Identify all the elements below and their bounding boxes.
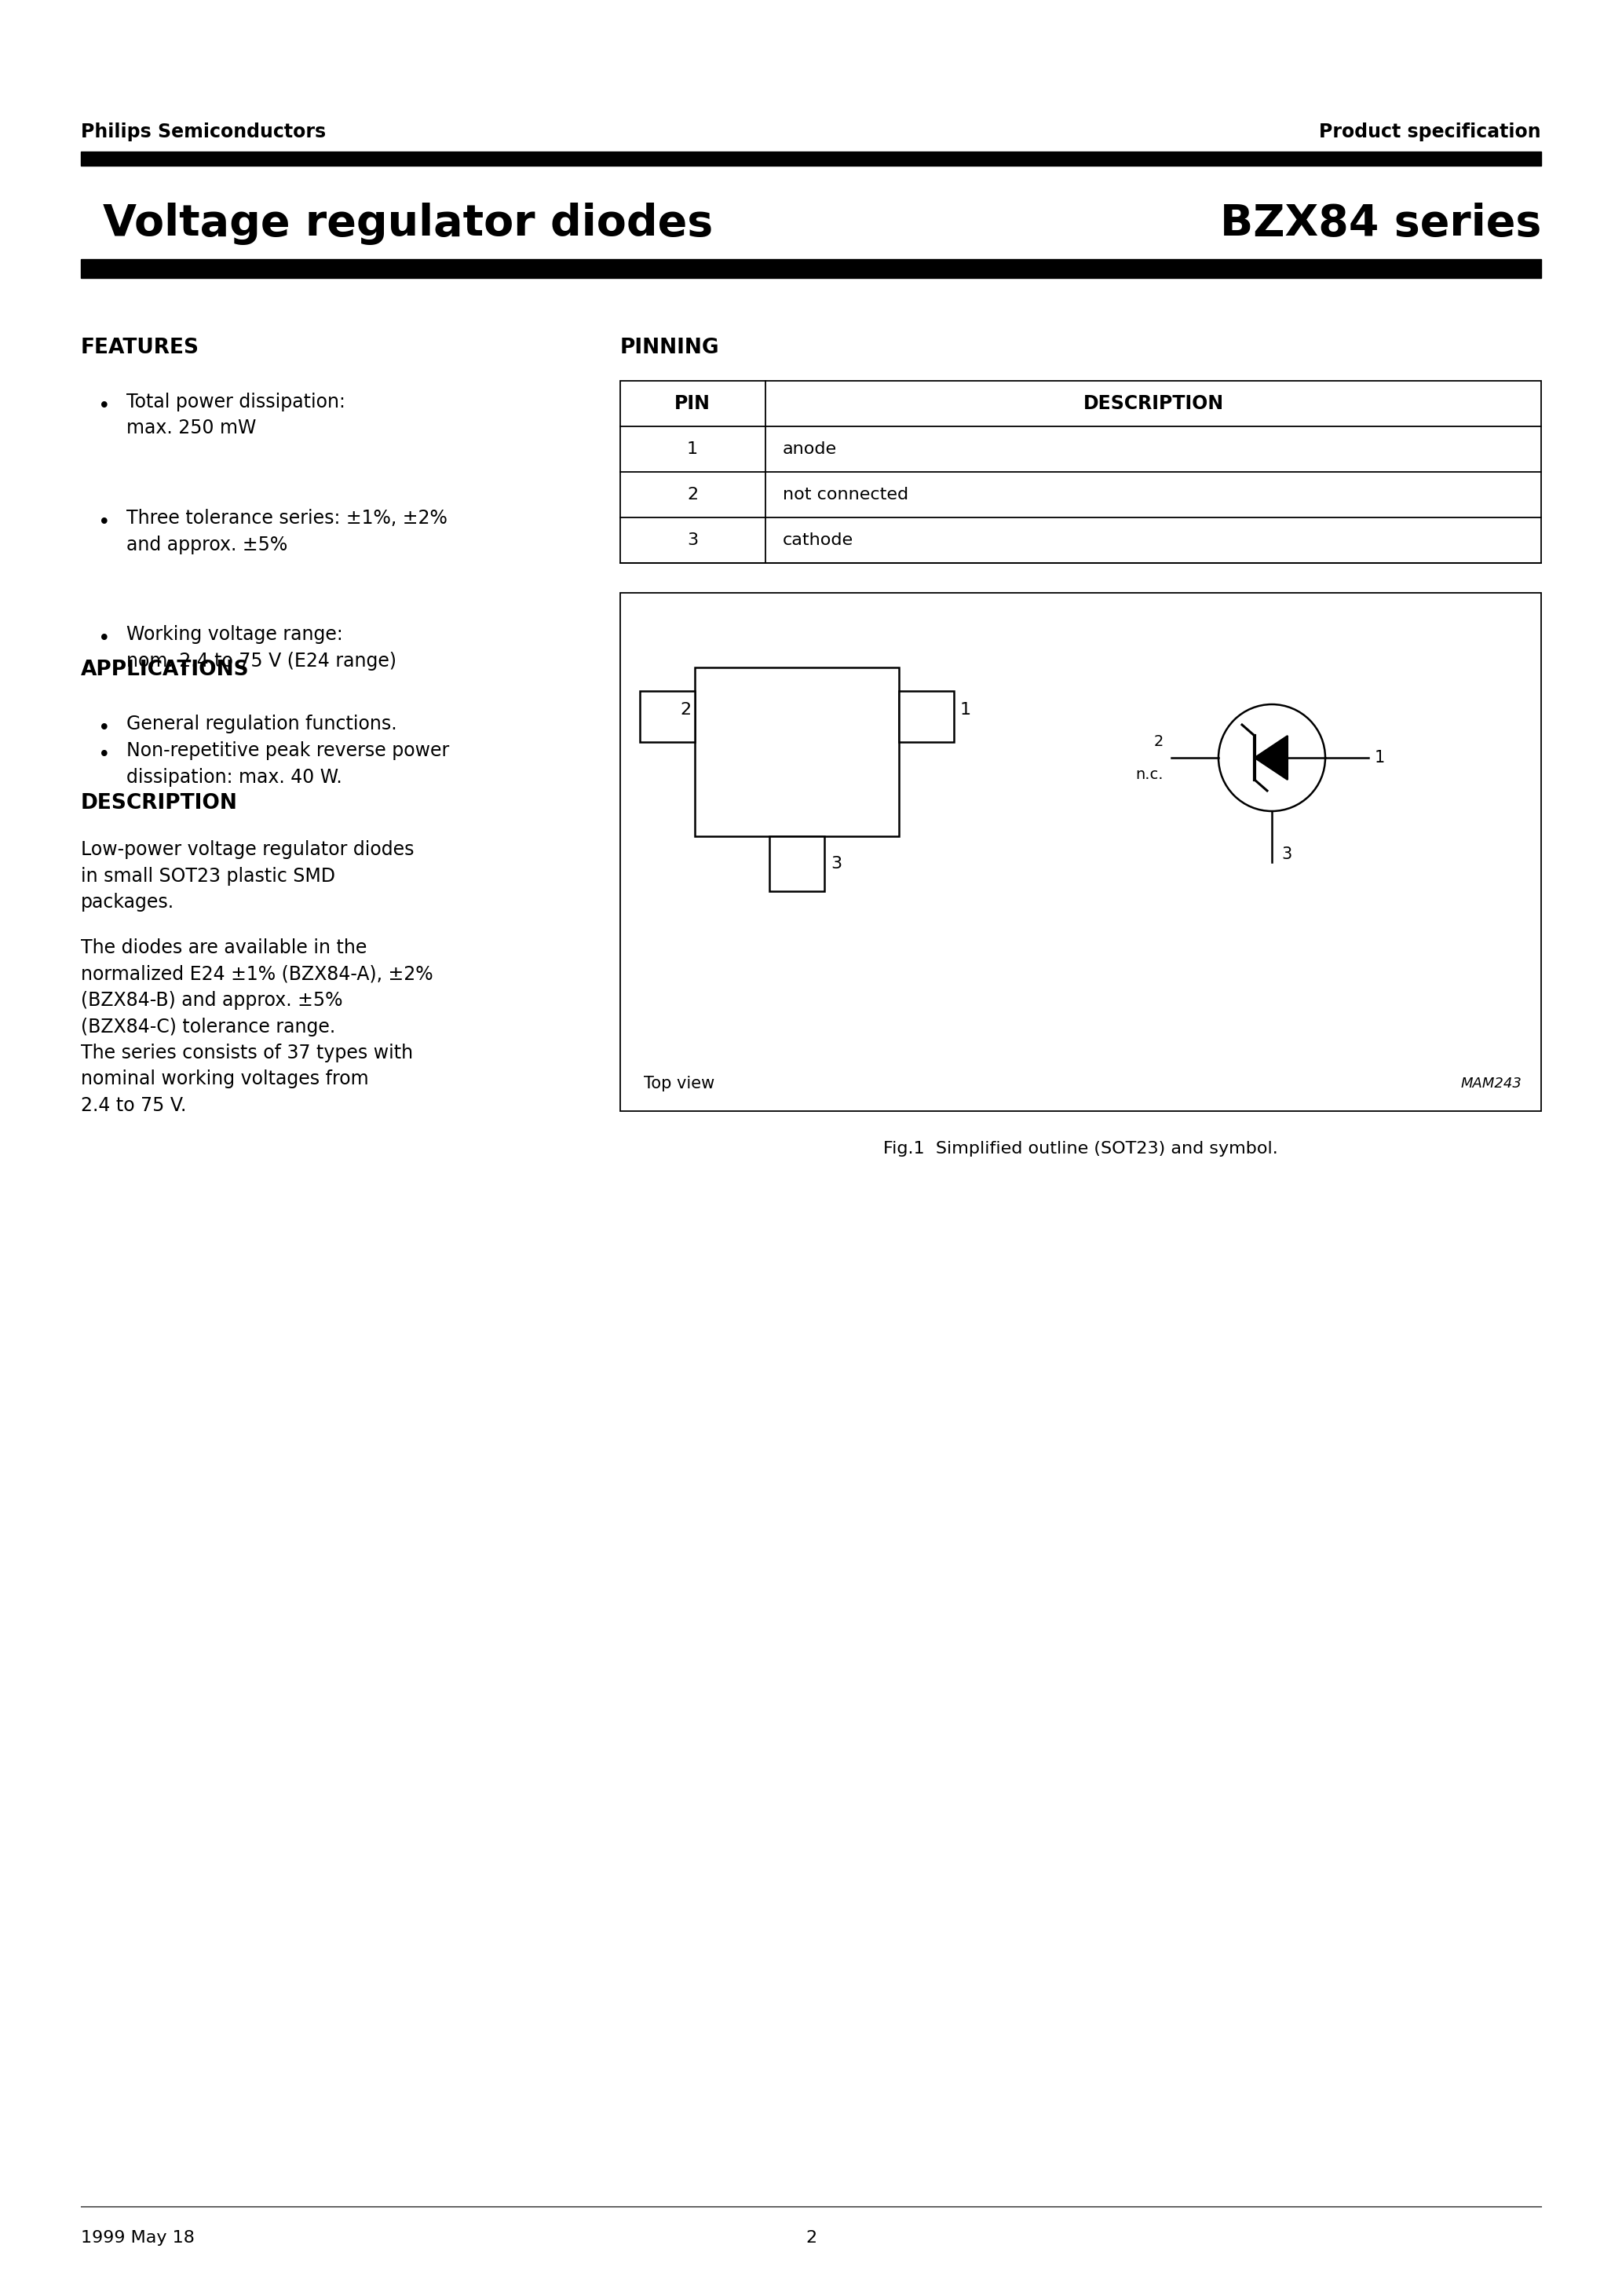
Text: Voltage regulator diodes: Voltage regulator diodes <box>102 202 714 246</box>
Text: Three tolerance series: ±1%, ±2%
and approx. ±5%: Three tolerance series: ±1%, ±2% and app… <box>127 510 448 553</box>
Bar <box>81 152 1541 165</box>
Text: cathode: cathode <box>783 533 853 549</box>
Text: Philips Semiconductors: Philips Semiconductors <box>81 122 326 142</box>
Bar <box>899 691 954 742</box>
Text: 1: 1 <box>1375 751 1385 765</box>
Bar <box>620 592 1541 1111</box>
Text: The diodes are available in the
normalized E24 ±1% (BZX84-A), ±2%
(BZX84-B) and : The diodes are available in the normaliz… <box>81 939 433 1116</box>
Text: not connected: not connected <box>783 487 908 503</box>
Text: •: • <box>99 629 110 650</box>
Text: MAM243: MAM243 <box>1460 1077 1521 1091</box>
Text: Non-repetitive peak reverse power
dissipation: max. 40 W.: Non-repetitive peak reverse power dissip… <box>127 742 449 788</box>
Text: BZX84 series: BZX84 series <box>1220 202 1541 246</box>
Text: Working voltage range:
nom. 2.4 to 75 V (E24 range): Working voltage range: nom. 2.4 to 75 V … <box>127 625 396 670</box>
Text: DESCRIPTION: DESCRIPTION <box>81 792 238 813</box>
Text: General regulation functions.: General regulation functions. <box>127 714 397 732</box>
Text: Total power dissipation:
max. 250 mW: Total power dissipation: max. 250 mW <box>127 393 345 439</box>
Bar <box>769 836 824 891</box>
Text: Product specification: Product specification <box>1319 122 1541 142</box>
Text: 2: 2 <box>1153 735 1163 748</box>
Text: 3: 3 <box>686 533 697 549</box>
Text: •: • <box>99 746 110 765</box>
Polygon shape <box>1254 735 1288 781</box>
Text: FEATURES: FEATURES <box>81 338 200 358</box>
Text: •: • <box>99 512 110 533</box>
Text: Top view: Top view <box>644 1077 715 1091</box>
Text: 2: 2 <box>806 2229 816 2245</box>
Text: 2: 2 <box>680 703 691 719</box>
Text: n.c.: n.c. <box>1135 767 1163 783</box>
Bar <box>81 259 1541 278</box>
Text: 1: 1 <box>960 703 972 719</box>
Text: •: • <box>99 719 110 739</box>
Bar <box>694 668 899 836</box>
Bar <box>639 691 694 742</box>
Text: anode: anode <box>783 441 837 457</box>
Text: PIN: PIN <box>675 395 710 413</box>
Bar <box>620 381 1541 563</box>
Text: 1999 May 18: 1999 May 18 <box>81 2229 195 2245</box>
Text: •: • <box>99 397 110 418</box>
Text: APPLICATIONS: APPLICATIONS <box>81 659 250 680</box>
Text: 2: 2 <box>686 487 697 503</box>
Text: 3: 3 <box>830 856 842 872</box>
Text: PINNING: PINNING <box>620 338 720 358</box>
Text: DESCRIPTION: DESCRIPTION <box>1083 395 1223 413</box>
Text: 3: 3 <box>1281 847 1291 863</box>
Text: Low-power voltage regulator diodes
in small SOT23 plastic SMD
packages.: Low-power voltage regulator diodes in sm… <box>81 840 414 912</box>
Text: Fig.1  Simplified outline (SOT23) and symbol.: Fig.1 Simplified outline (SOT23) and sym… <box>882 1141 1278 1157</box>
Text: 1: 1 <box>686 441 697 457</box>
